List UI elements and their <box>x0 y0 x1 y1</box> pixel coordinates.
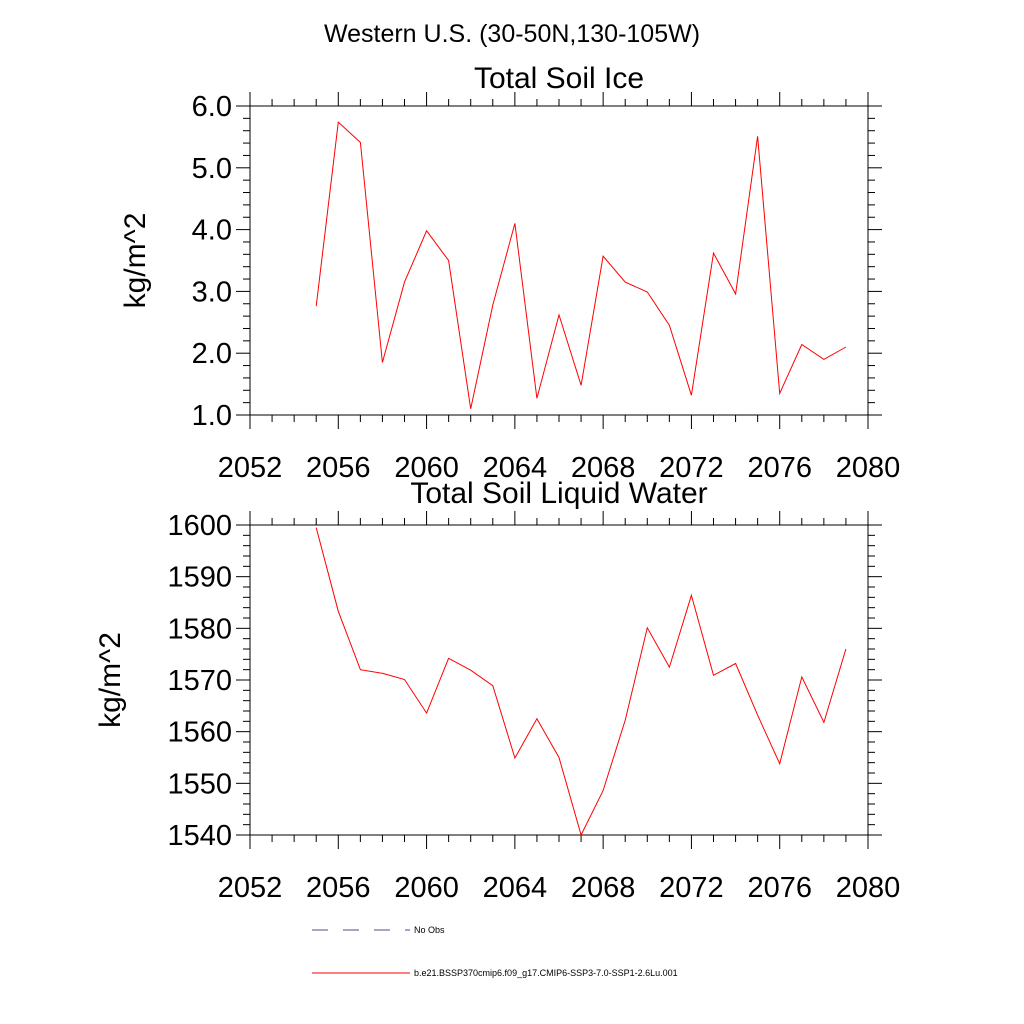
y-tick-label: 1570 <box>167 665 232 697</box>
x-tick-label: 2060 <box>394 872 459 904</box>
x-tick-label: 2068 <box>571 872 636 904</box>
series-line <box>315 527 847 837</box>
series-line <box>315 121 847 409</box>
x-tick-label: 2076 <box>747 452 812 484</box>
x-tick-label: 2060 <box>394 452 459 484</box>
chart-title: Total Soil Liquid Water <box>410 477 707 510</box>
x-tick-label: 2076 <box>747 872 812 904</box>
legend: No Obs b.e21.BSSP370cmip6.f09_g17.CMIP6-S… <box>312 925 678 978</box>
y-tick-label: 1590 <box>167 562 232 594</box>
y-tick-label: 5.0 <box>192 153 232 185</box>
figure-suptitle: Western U.S. (30-50N,130-105W) <box>324 20 700 48</box>
x-tick-label: 2052 <box>218 872 283 904</box>
x-tick-label: 2052 <box>218 452 283 484</box>
y-tick-label: 2.0 <box>192 338 232 370</box>
y-tick-label: 4.0 <box>192 215 232 247</box>
plot-frame <box>249 105 869 416</box>
y-tick-label: 1580 <box>167 613 232 645</box>
y-tick-label: 1560 <box>167 717 232 749</box>
x-tick-label: 2072 <box>659 452 724 484</box>
chart-title: Total Soil Ice <box>474 62 644 95</box>
legend-label: No Obs <box>414 925 445 935</box>
y-tick-label: 1.0 <box>192 400 232 432</box>
y-tick-label: 6.0 <box>192 91 232 123</box>
x-tick-label: 2056 <box>306 872 371 904</box>
y-tick-label: 3.0 <box>192 276 232 308</box>
x-tick-label: 2080 <box>836 872 901 904</box>
x-tick-label: 2072 <box>659 872 724 904</box>
x-tick-label: 2064 <box>483 452 548 484</box>
y-tick-label: 1600 <box>167 510 232 542</box>
y-axis-label: kg/m^2 <box>119 213 152 309</box>
legend-label: b.e21.BSSP370cmip6.f09_g17.CMIP6-SSP3-7.… <box>414 968 678 978</box>
panel-total-soil-liquid-water: Total Soil Liquid Water kg/m^2 2052 2056 206… <box>94 477 900 904</box>
plot-frame <box>249 524 869 836</box>
y-tick-label: 1540 <box>167 820 232 852</box>
x-tick-label: 2064 <box>483 872 548 904</box>
x-tick-label: 2068 <box>571 452 636 484</box>
x-tick-label: 2080 <box>836 452 901 484</box>
y-axis-label: kg/m^2 <box>94 632 127 728</box>
panel-total-soil-ice: Total Soil Ice kg/m^2 2052 2056 2060 2064 2068… <box>119 62 900 484</box>
y-tick-label: 1550 <box>167 768 232 800</box>
x-tick-label: 2056 <box>306 452 371 484</box>
